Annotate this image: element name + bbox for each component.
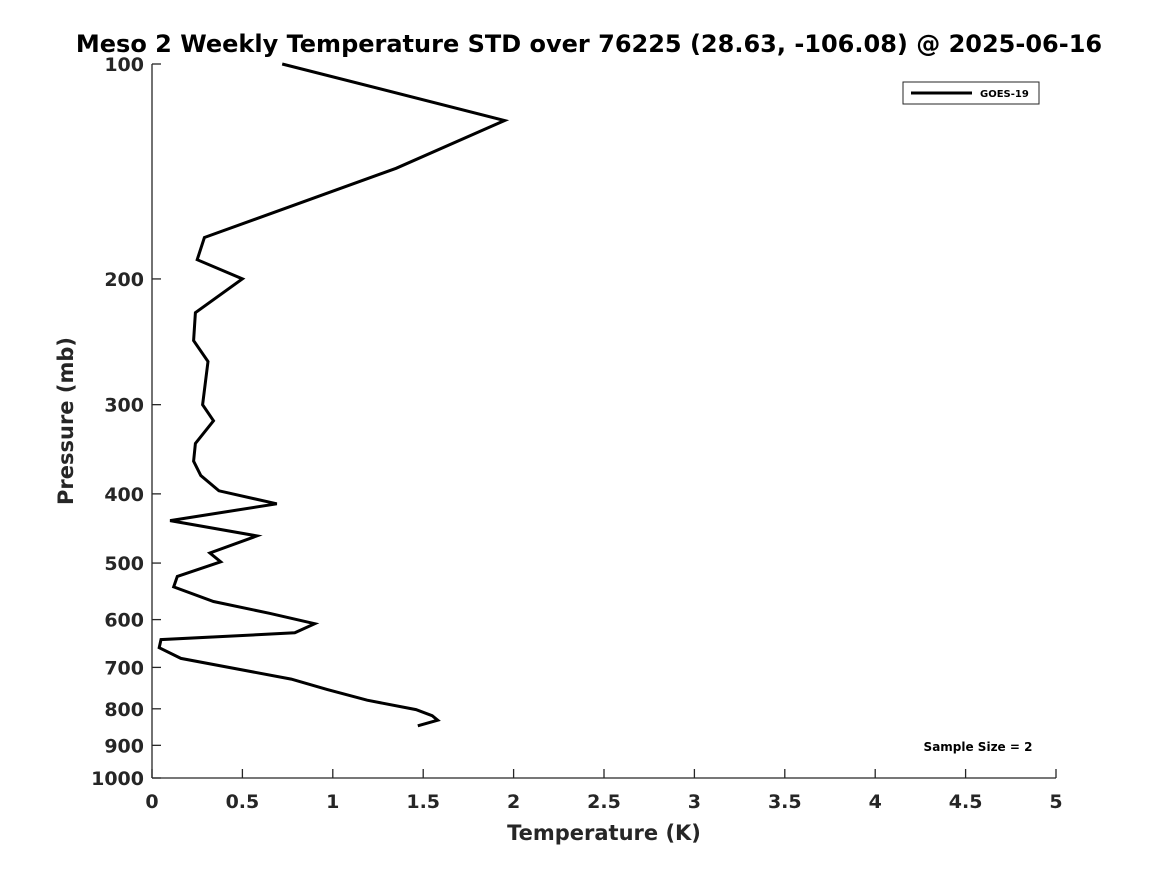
y-tick-label: 1000 [91,768,144,790]
y-tick-label: 100 [104,54,144,76]
y-tick-label: 400 [104,484,144,506]
x-tick-label: 2.5 [587,791,621,813]
y-tick-label: 600 [104,610,144,632]
y-tick-label: 300 [104,395,144,417]
legend: GOES-19 [902,81,1040,105]
x-tick-label: 3 [688,791,701,813]
y-tick-label: 200 [104,269,144,291]
x-axis-label: Temperature (K) [507,821,701,845]
x-ticks: 0 0.5 1 1.5 2 2.5 3 3.5 4 4.5 5 [145,769,1063,813]
x-tick-label: 0.5 [226,791,260,813]
y-tick-label: 500 [104,553,144,575]
y-ticks: 100 200 300 400 500 600 700 800 900 1000 [91,54,161,790]
y-axis-label: Pressure (mb) [54,337,78,505]
x-tick-label: 2 [507,791,520,813]
x-tick-label: 4.5 [949,791,983,813]
y-tick-label: 800 [104,699,144,721]
legend-label-goes19: GOES-19 [980,89,1029,100]
sample-size-annotation: Sample Size = 2 [924,740,1033,754]
y-tick-label: 700 [104,657,144,679]
chart-title: Meso 2 Weekly Temperature STD over 76225… [76,30,1102,58]
series-line-goes19 [157,62,510,728]
x-tick-label: 4 [869,791,882,813]
x-tick-label: 3.5 [768,791,802,813]
x-tick-label: 1 [326,791,339,813]
x-tick-label: 0 [145,791,158,813]
y-tick-label: 900 [104,735,144,757]
x-tick-label: 5 [1049,791,1062,813]
x-tick-label: 1.5 [406,791,440,813]
